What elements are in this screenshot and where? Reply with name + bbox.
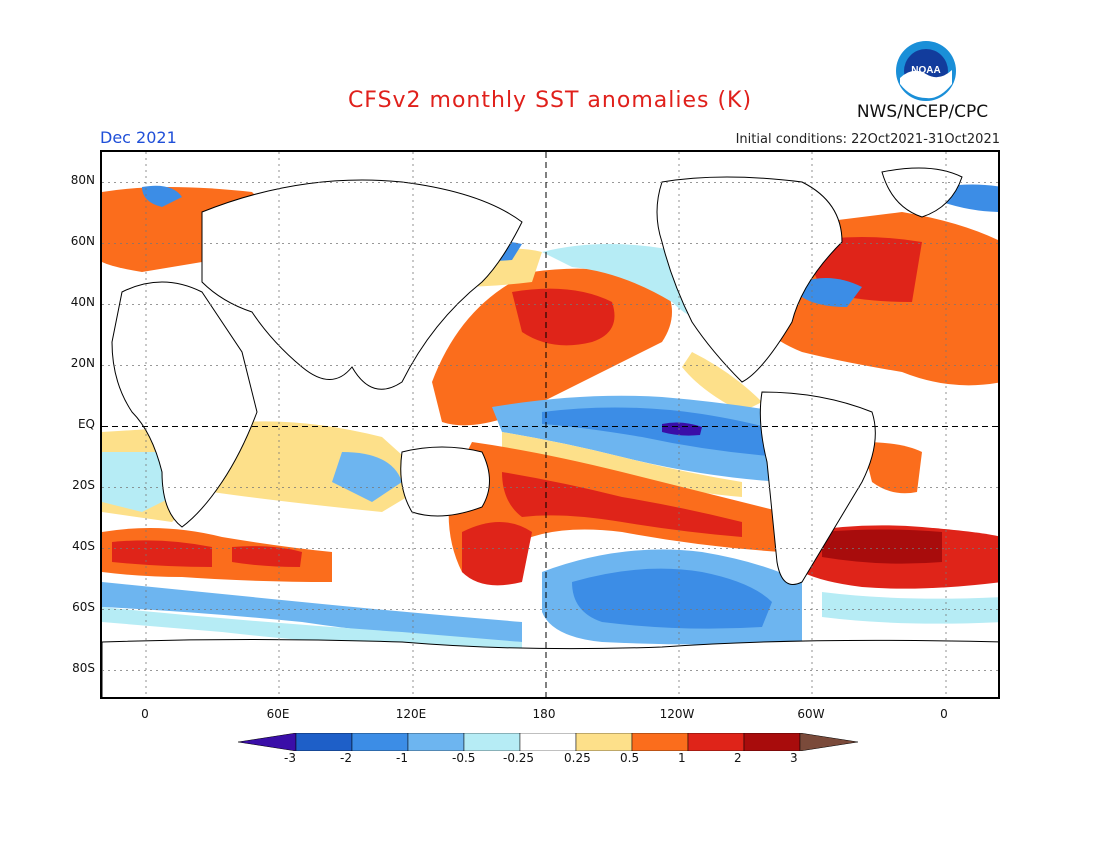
forecast-month: Dec 2021 [100, 128, 177, 147]
colorbar-label: -2 [340, 751, 352, 765]
north-america-landmass [656, 176, 843, 383]
colorbar-label: 0.25 [564, 751, 591, 765]
colorbar-label: 3 [790, 751, 798, 765]
lon-label-0: 0 [141, 707, 149, 721]
colorbar-swatch [743, 733, 801, 751]
sst-anomaly-map [100, 150, 1000, 699]
colorbar-swatch [575, 733, 633, 751]
colorbar-swatch [407, 733, 465, 751]
colorbar-label: 1 [678, 751, 686, 765]
south-america-landmass [759, 391, 876, 585]
colorbar-swatch [631, 733, 689, 751]
lat-label-eq: EQ [77, 417, 95, 431]
colorbar-swatch [519, 733, 577, 751]
australia-landmass [400, 446, 490, 517]
greenland-landmass [881, 167, 963, 218]
lon-label-60e: 60E [266, 707, 290, 721]
colorbar-high-arrow [799, 733, 859, 751]
graticule [102, 152, 998, 697]
org-label: NWS/NCEP/CPC [856, 102, 989, 122]
colorbar-swatch [687, 733, 745, 751]
colorbar-low-arrow [238, 733, 297, 751]
colorbar-label: -1 [396, 751, 408, 765]
colorbar-label: 0.5 [620, 751, 640, 765]
lon-label-0-east: 0 [940, 707, 948, 721]
initial-conditions: Initial conditions: 22Oct2021-31Oct2021 [735, 132, 1000, 147]
eurasia-landmass [201, 179, 523, 390]
map-canvas [102, 152, 998, 697]
colorbar-label: 2 [734, 751, 742, 765]
anomaly-shading [102, 184, 998, 652]
noaa-logo-icon: NOAA [896, 41, 956, 101]
colorbar-label: -0.5 [452, 751, 476, 765]
lon-label-180: 180 [532, 707, 556, 721]
lon-label-60w: 60W [797, 707, 825, 721]
antarctica-landmass [102, 639, 998, 697]
colorbar [238, 733, 859, 751]
lat-label-20n: 20N [70, 356, 95, 370]
colorbar-label: -0.25 [503, 751, 535, 765]
lat-label-80n: 80N [70, 173, 95, 187]
chart-title: CFSv2 monthly SST anomalies (K) [347, 88, 753, 113]
noaa-logo-text: NOAA [911, 65, 940, 76]
colorbar-label: -3 [284, 751, 296, 765]
colorbar-swatch [463, 733, 521, 751]
lon-label-120w: 120W [659, 707, 695, 721]
lat-label-40n: 40N [70, 295, 95, 309]
land-masses [102, 167, 998, 697]
africa-landmass [111, 281, 258, 528]
lat-label-60s: 60S [72, 600, 95, 614]
colorbar-swatch [351, 733, 409, 751]
colorbar-swatch [295, 733, 353, 751]
lat-label-80s: 80S [72, 661, 95, 675]
lat-label-40s: 40S [72, 539, 95, 553]
lat-label-60n: 60N [70, 234, 95, 248]
lat-label-20s: 20S [72, 478, 95, 492]
lon-label-120e: 120E [395, 707, 427, 721]
